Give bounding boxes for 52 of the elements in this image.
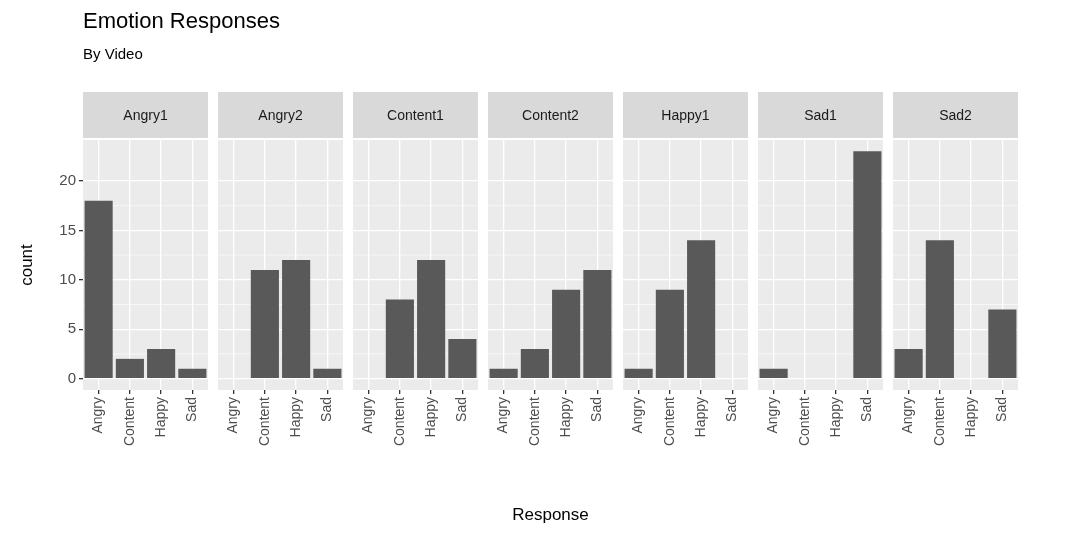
chart-title: Angry2 [218,92,343,138]
x-tick-label: Happy [421,397,438,438]
y-tick-label: 5 [67,319,76,337]
y-tick-label: 15 [59,220,76,238]
x-tick-label: Sad [183,397,200,422]
chart-title: Sad1 [758,92,883,138]
x-tick-label: Content [795,396,812,447]
x-tick-label: Content [525,396,542,447]
x-tick-label: Angry [224,397,241,434]
chart-title: Angry1 [83,92,208,138]
x-tick-label: Happy [961,397,978,438]
y-axis-title: count [16,243,36,286]
x-tick-label: Content [930,396,947,447]
x-tick-label: Happy [556,397,573,438]
y-tick-label: 0 [67,368,76,386]
x-tick-label: Content [120,396,137,447]
x-tick-label: Angry [764,397,781,434]
chart-title: Content2 [488,92,613,138]
x-tick-label: Angry [89,397,106,434]
x-tick-label: Content [255,396,272,447]
chart-title: Sad2 [893,92,1018,138]
bar [115,358,144,378]
bar [178,368,207,378]
text: Emotion Responses [83,7,280,35]
bar [552,289,581,378]
bar [583,269,612,378]
x-tick-label: Sad [318,397,335,422]
bar [520,348,549,378]
bar [84,200,113,378]
x-tick-label: Angry [359,397,376,434]
x-tick-label: Happy [151,397,168,438]
x-tick-label: Sad [858,397,875,422]
x-tick-label: Angry [494,397,511,434]
x-tick-label: Content [390,396,407,447]
x-tick-label: Happy [691,397,708,438]
bar [147,348,176,378]
y-tick-label: 20 [59,171,76,189]
x-tick-label: Sad [993,397,1010,422]
x-tick-label: Happy [826,397,843,438]
text: By Video [83,44,144,64]
x-tick-label: Content [660,396,677,447]
chart-title: Content1 [353,92,478,138]
y-tick-label: 10 [59,269,76,287]
bar [489,368,518,378]
x-tick-label: Happy [286,397,303,438]
x-axis-title: Response [512,505,589,525]
x-tick-label: Angry [899,397,916,434]
chart-title: Happy1 [623,92,748,138]
x-tick-label: Sad [723,397,740,422]
x-tick-label: Angry [629,397,646,434]
x-tick-label: Sad [588,397,605,422]
x-tick-label: Sad [453,397,470,422]
